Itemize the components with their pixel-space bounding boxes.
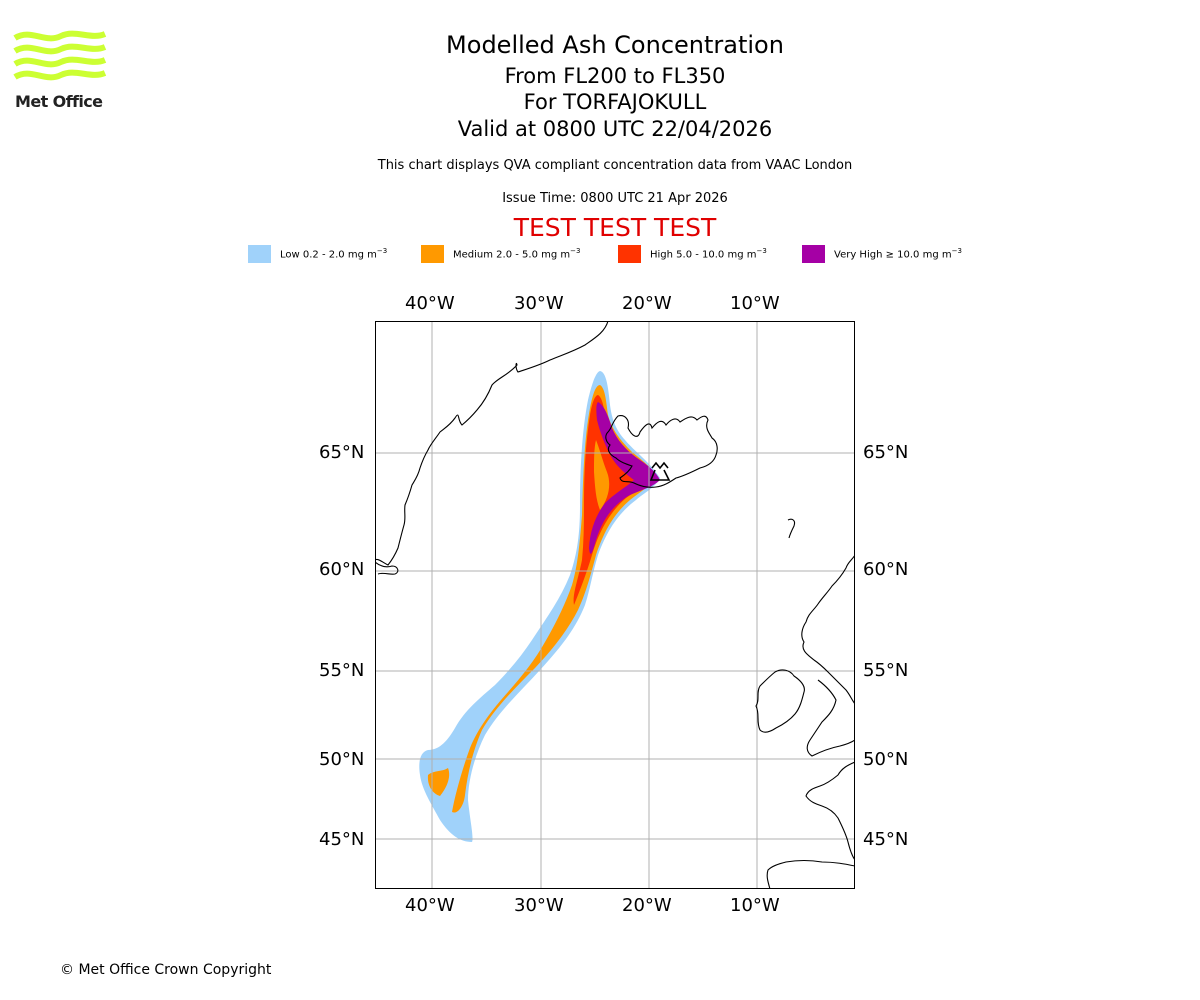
legend-label-medium: Medium 2.0 - 5.0 mg m−3 <box>453 247 581 261</box>
coastline-iceland <box>605 415 718 488</box>
lon-tick-top: 10°W <box>730 293 780 314</box>
lat-tick-right: 60°N <box>863 559 909 580</box>
legend-swatch-high <box>618 245 641 263</box>
lon-tick-bottom: 10°W <box>730 895 780 916</box>
coastline-france <box>805 761 855 861</box>
lon-tick-top: 30°W <box>514 293 564 314</box>
lon-tick-bottom: 20°W <box>622 895 672 916</box>
lat-tick-right: 65°N <box>863 442 909 463</box>
legend-item-medium: Medium 2.0 - 5.0 mg m−3 <box>421 244 580 264</box>
flight-levels-title: From FL200 to FL350 <box>504 64 726 88</box>
lon-tick-bottom: 30°W <box>514 895 564 916</box>
valid-time-title: Valid at 0800 UTC 22/04/2026 <box>457 117 773 141</box>
logo-text: Met Office <box>15 92 103 111</box>
lat-tick-left: 50°N <box>319 749 365 770</box>
issue-time: Issue Time: 0800 UTC 21 Apr 2026 <box>502 191 728 206</box>
lat-tick-left: 55°N <box>319 660 365 681</box>
coastline-greenland <box>375 321 609 566</box>
plume-low <box>419 371 660 842</box>
legend-swatch-very-high <box>802 245 825 263</box>
map-frame <box>375 321 855 889</box>
coastline-scotland <box>801 554 855 705</box>
chart-title: Modelled Ash Concentration <box>446 31 784 59</box>
lat-tick-left: 60°N <box>319 559 365 580</box>
lat-tick-left: 65°N <box>319 442 365 463</box>
legend-label-very-high: Very High ≥ 10.0 mg m−3 <box>834 247 962 261</box>
legend-item-low: Low 0.2 - 2.0 mg m−3 <box>248 244 387 264</box>
ash-map[interactable] <box>375 321 856 890</box>
coastline-england-wales <box>806 679 855 757</box>
volcano-icon <box>649 461 671 481</box>
plume-medium-core <box>594 440 610 510</box>
ash-plume <box>419 371 660 842</box>
met-office-waves-icon <box>13 30 107 81</box>
met-office-logo: Met Office <box>13 30 108 112</box>
legend-label-low: Low 0.2 - 2.0 mg m−3 <box>280 247 388 261</box>
lon-tick-top: 40°W <box>405 293 455 314</box>
coastline-greenland-tip <box>375 561 399 575</box>
lat-tick-left: 45°N <box>319 829 365 850</box>
legend-label-high: High 5.0 - 10.0 mg m−3 <box>650 247 767 261</box>
coastline-spain <box>766 859 855 889</box>
lon-tick-bottom: 40°W <box>405 895 455 916</box>
coastline-ireland <box>755 669 805 733</box>
copyright-notice: © Met Office Crown Copyright <box>60 962 272 978</box>
lat-tick-right: 55°N <box>863 660 909 681</box>
graticule <box>375 321 855 889</box>
legend-item-very-high: Very High ≥ 10.0 mg m−3 <box>802 244 962 264</box>
lat-tick-right: 50°N <box>863 749 909 770</box>
lat-tick-right: 45°N <box>863 829 909 850</box>
plume-medium-patch <box>427 768 450 796</box>
legend-swatch-low <box>248 245 271 263</box>
chart-subtitle: This chart displays QVA compliant concen… <box>377 158 853 173</box>
plume-medium <box>452 385 658 813</box>
test-banner: TEST TEST TEST <box>513 213 717 242</box>
coastline-faroes <box>787 518 796 539</box>
legend-swatch-medium <box>421 245 444 263</box>
lon-tick-top: 20°W <box>622 293 672 314</box>
legend-item-high: High 5.0 - 10.0 mg m−3 <box>618 244 767 264</box>
coastlines <box>375 321 855 889</box>
volcano-title: For TORFAJOKULL <box>523 90 707 114</box>
